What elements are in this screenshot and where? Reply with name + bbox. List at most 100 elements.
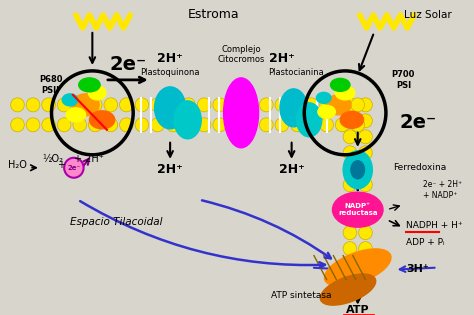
Circle shape	[26, 98, 40, 112]
Text: Plastoquinona: Plastoquinona	[140, 68, 200, 77]
Text: 2H⁺: 2H⁺	[157, 163, 183, 176]
Ellipse shape	[280, 89, 307, 127]
Text: NADPH + H⁺: NADPH + H⁺	[406, 221, 463, 230]
Circle shape	[11, 118, 24, 132]
Ellipse shape	[62, 94, 78, 106]
Circle shape	[89, 98, 102, 112]
FancyArrowPatch shape	[202, 200, 331, 258]
Text: 2H⁺: 2H⁺	[157, 52, 183, 65]
Circle shape	[166, 98, 180, 112]
Circle shape	[57, 98, 71, 112]
Circle shape	[291, 118, 304, 132]
Circle shape	[228, 98, 242, 112]
Circle shape	[343, 242, 357, 256]
Ellipse shape	[90, 111, 115, 129]
Circle shape	[275, 118, 289, 132]
Circle shape	[213, 98, 227, 112]
Ellipse shape	[326, 95, 351, 115]
Text: 2e⁻: 2e⁻	[110, 55, 147, 74]
Circle shape	[197, 98, 211, 112]
Text: Plastocianina: Plastocianina	[269, 68, 324, 77]
Circle shape	[151, 118, 164, 132]
Ellipse shape	[332, 192, 383, 227]
Text: Estroma: Estroma	[188, 8, 240, 21]
Circle shape	[135, 118, 149, 132]
Circle shape	[89, 118, 102, 132]
Circle shape	[343, 98, 357, 112]
Ellipse shape	[325, 249, 391, 286]
Circle shape	[359, 146, 372, 160]
Text: +: +	[57, 160, 65, 170]
Circle shape	[359, 226, 372, 240]
Circle shape	[351, 98, 365, 112]
Text: Espacio Tilacoidal: Espacio Tilacoidal	[71, 217, 163, 227]
Circle shape	[104, 118, 118, 132]
Circle shape	[275, 98, 289, 112]
Ellipse shape	[174, 101, 201, 139]
Text: ATP sintetasa: ATP sintetasa	[271, 290, 332, 300]
Circle shape	[26, 118, 40, 132]
Circle shape	[343, 146, 357, 160]
Text: Complejo
Citocromos: Complejo Citocromos	[218, 44, 265, 64]
Text: ½O₂: ½O₂	[42, 154, 63, 164]
Circle shape	[73, 98, 87, 112]
Circle shape	[64, 158, 83, 178]
Circle shape	[359, 130, 372, 144]
Circle shape	[343, 130, 357, 144]
Circle shape	[260, 118, 273, 132]
Ellipse shape	[89, 86, 106, 100]
Circle shape	[359, 242, 372, 256]
Circle shape	[197, 118, 211, 132]
Circle shape	[304, 98, 318, 112]
Ellipse shape	[351, 161, 365, 179]
FancyArrowPatch shape	[80, 201, 325, 268]
Circle shape	[166, 118, 180, 132]
Circle shape	[343, 194, 357, 208]
Circle shape	[320, 118, 333, 132]
Text: P700
PSI: P700 PSI	[392, 70, 415, 89]
Circle shape	[320, 98, 333, 112]
Circle shape	[244, 118, 257, 132]
Ellipse shape	[155, 87, 186, 129]
Text: 2e⁻ + 2H⁺
+ NADP⁺: 2e⁻ + 2H⁺ + NADP⁺	[423, 180, 462, 200]
Circle shape	[244, 98, 257, 112]
Text: 2H⁺: 2H⁺	[269, 52, 295, 65]
Circle shape	[359, 210, 372, 224]
Ellipse shape	[66, 108, 85, 122]
Circle shape	[291, 98, 304, 112]
Text: 2e⁻: 2e⁻	[400, 113, 437, 132]
Circle shape	[304, 118, 318, 132]
Ellipse shape	[330, 78, 350, 91]
Text: Luz Solar: Luz Solar	[404, 10, 452, 20]
Circle shape	[359, 162, 372, 176]
Circle shape	[182, 118, 195, 132]
Ellipse shape	[336, 86, 355, 100]
Circle shape	[359, 98, 372, 112]
Ellipse shape	[320, 274, 376, 305]
Circle shape	[260, 98, 273, 112]
Text: NADP⁺
reductasa: NADP⁺ reductasa	[338, 203, 377, 216]
Circle shape	[343, 226, 357, 240]
Circle shape	[213, 118, 227, 132]
Ellipse shape	[317, 92, 331, 103]
Ellipse shape	[79, 78, 100, 92]
Text: 3H⁺: 3H⁺	[407, 264, 429, 274]
Circle shape	[343, 178, 357, 192]
Circle shape	[336, 118, 349, 132]
Circle shape	[57, 118, 71, 132]
Circle shape	[351, 118, 365, 132]
Text: ATP: ATP	[346, 305, 370, 315]
Ellipse shape	[72, 94, 99, 116]
Ellipse shape	[340, 111, 364, 128]
Text: 2e⁻: 2e⁻	[67, 165, 81, 171]
Circle shape	[104, 98, 118, 112]
Text: ADP + Pᵢ: ADP + Pᵢ	[406, 238, 445, 247]
Text: P680
PSII: P680 PSII	[39, 75, 62, 94]
Text: Ferredoxina: Ferredoxina	[393, 163, 447, 172]
Circle shape	[42, 98, 55, 112]
Ellipse shape	[297, 103, 322, 137]
Ellipse shape	[318, 105, 336, 118]
Circle shape	[182, 98, 195, 112]
Circle shape	[119, 118, 133, 132]
Circle shape	[343, 114, 357, 128]
